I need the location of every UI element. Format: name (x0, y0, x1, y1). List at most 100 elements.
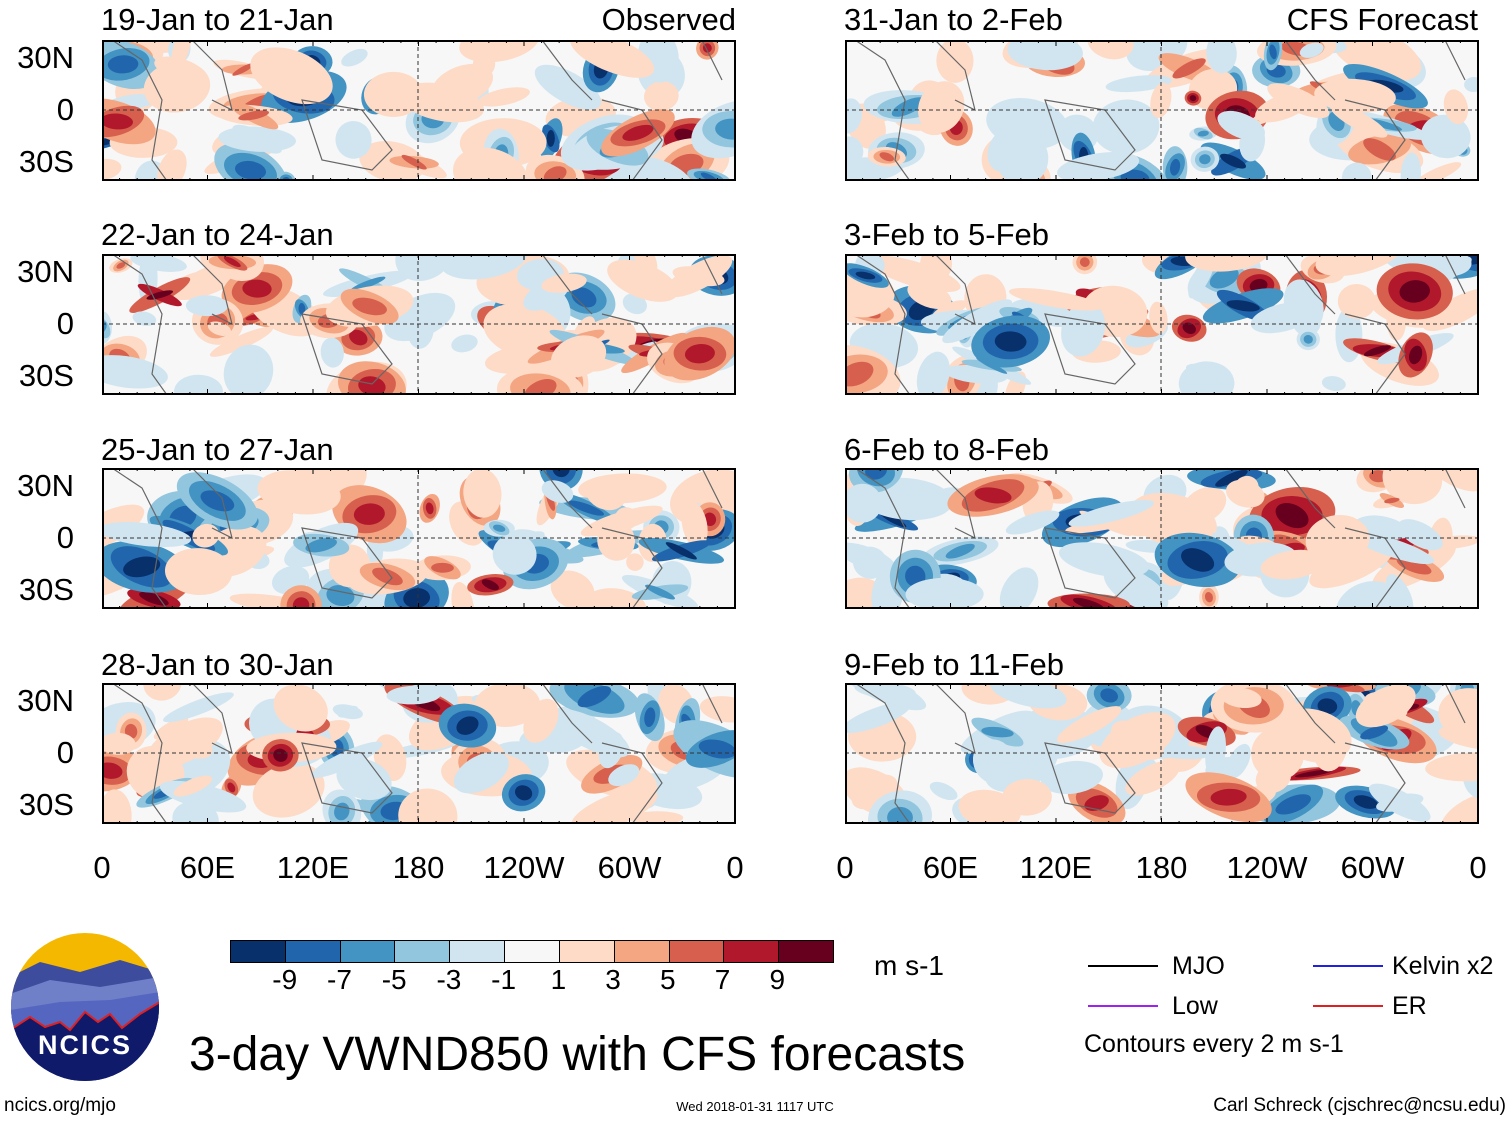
anomaly-contour (1181, 548, 1215, 572)
footer-credit: Carl Schreck (cjschrec@ncsu.edu) (1213, 1095, 1506, 1116)
anomaly-contour (665, 542, 697, 560)
anomaly-contour (1169, 158, 1181, 176)
anomaly-contour (1092, 99, 1160, 155)
anomaly-contour (353, 503, 385, 525)
colorbar-label: -7 (327, 964, 352, 995)
lon-label: 0 (836, 850, 854, 885)
anomaly-contour (1231, 748, 1246, 775)
anomaly-contour (1438, 725, 1479, 751)
colorbar-label: 5 (660, 964, 676, 995)
anomaly-contour (1151, 306, 1165, 330)
anomaly-contour (1294, 769, 1333, 778)
map-panel (845, 254, 1479, 395)
coastline (111, 40, 723, 181)
lon-label: 60E (179, 850, 236, 885)
anomaly-contour (372, 567, 403, 586)
panel-title: 28-Jan to 30-Jan (101, 647, 334, 682)
anomaly-contour (1314, 78, 1396, 113)
colorbar-label: -3 (436, 964, 462, 995)
anomaly-contour (395, 686, 433, 704)
anomaly-contour (463, 468, 502, 518)
panel-frame (845, 254, 1479, 395)
anomaly-contour (1363, 692, 1408, 720)
anomaly-contour (1220, 153, 1247, 169)
anomaly-contour (1439, 756, 1479, 778)
anomaly-contour (845, 361, 874, 387)
anomaly-contour (845, 701, 911, 733)
anomaly-contour (699, 696, 736, 723)
anomaly-contour (1226, 479, 1265, 508)
anomaly-contour (1399, 280, 1430, 303)
legend-line-kelvin (1313, 965, 1383, 967)
colorbar-swatch (505, 941, 560, 962)
anomaly-contour (378, 741, 402, 774)
anomaly-contour (136, 313, 153, 325)
anomaly-contour (1363, 138, 1396, 161)
legend-label-kelvin: Kelvin x2 (1392, 952, 1494, 980)
map-panel (845, 683, 1479, 824)
anomaly-contour (349, 329, 368, 346)
colorbar-swatch (340, 941, 396, 962)
coastline (111, 254, 723, 395)
anomaly-contour (161, 59, 197, 78)
anomaly-contour (622, 124, 654, 141)
colorbar-label: -1 (491, 964, 517, 995)
lat-label: 30N (17, 40, 74, 75)
anomaly-contour (1150, 744, 1212, 760)
lat-label: 30S (18, 572, 74, 607)
map-panel (102, 683, 736, 824)
anomaly-contour (994, 331, 1027, 352)
anomaly-contour (1353, 795, 1378, 809)
anomaly-contour (577, 685, 612, 708)
anomaly-contour (999, 567, 1039, 609)
anomaly-contour (559, 341, 598, 372)
anomaly-contour (102, 789, 132, 824)
lat-label: 0 (56, 306, 74, 341)
colorbar-swatch (285, 941, 341, 962)
anomaly-contour (855, 271, 876, 280)
anomaly-contour (116, 262, 126, 269)
anomaly-contour (311, 741, 383, 778)
lon-label: 180 (392, 850, 445, 885)
colorbar-swatch (724, 941, 780, 962)
anomaly-contour (1330, 103, 1388, 138)
anomaly-contour (196, 527, 216, 544)
anomaly-contour (352, 297, 387, 316)
anomaly-contour (337, 705, 359, 718)
anomaly-contour (924, 89, 958, 126)
anomaly-contour (945, 543, 975, 559)
anomaly-contour (630, 254, 658, 275)
anomaly-contour (484, 688, 530, 722)
anomaly-contour (1409, 345, 1423, 365)
anomaly-contour (403, 588, 431, 608)
panel-frame (845, 468, 1479, 609)
anomaly-contour (164, 548, 233, 596)
anomaly-contour (865, 468, 887, 480)
lat-label: 30S (18, 787, 74, 822)
colorbar-label: 9 (769, 964, 786, 995)
anomaly-contour (464, 155, 518, 181)
anomaly-contour (914, 284, 945, 306)
column-label-forecast: CFS Forecast (1286, 2, 1478, 37)
anomaly-contour (570, 40, 655, 78)
anomaly-contour (1360, 725, 1389, 740)
panel-title: 22-Jan to 24-Jan (101, 217, 334, 252)
anomaly-contour (200, 490, 235, 512)
anomaly-contour (1087, 40, 1134, 60)
anomaly-contour (541, 480, 574, 503)
lon-label: 120W (483, 850, 565, 885)
colorbar-swatch (559, 941, 615, 962)
anomaly-contour (478, 87, 530, 107)
lon-label: 0 (726, 850, 744, 885)
coastline (854, 40, 1466, 181)
colorbar-swatch (779, 941, 833, 962)
anomaly-contour (1223, 117, 1259, 135)
lat-label: 30S (18, 358, 74, 393)
contours-note: Contours every 2 m s-1 (1084, 1030, 1344, 1058)
colorbar-label: 1 (550, 964, 567, 995)
anomaly-contour (211, 323, 228, 334)
anomaly-contour (1270, 554, 1316, 575)
lon-label: 120E (276, 850, 350, 885)
anomaly-contour (1014, 512, 1051, 533)
anomaly-contour (986, 98, 1068, 150)
